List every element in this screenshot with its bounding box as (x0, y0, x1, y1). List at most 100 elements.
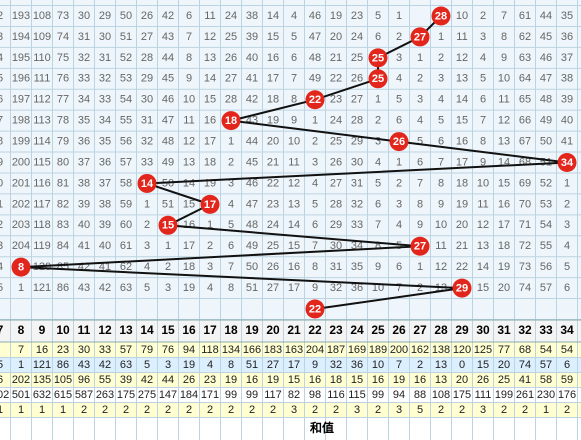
cell: 195 (12, 52, 30, 64)
cell: 26 (351, 73, 363, 85)
cell: 48 (309, 52, 321, 64)
cell: 3 (396, 52, 402, 64)
cell: 26 (141, 10, 153, 22)
stat-value: 501 (12, 389, 30, 401)
cell: 85 (57, 261, 69, 273)
cell: 43 (78, 282, 90, 294)
stat-value: 94 (393, 389, 405, 401)
stats-row-background (0, 342, 581, 358)
cell: 32 (330, 282, 342, 294)
stat-value: 10 (372, 359, 384, 371)
stat-value: 175 (117, 389, 135, 401)
cell: 36 (351, 282, 363, 294)
grid-background (0, 0, 581, 320)
cell: 7 (417, 177, 423, 189)
cell: 8 (228, 282, 234, 294)
column-number: 17 (203, 323, 217, 337)
cell: 23 (267, 198, 279, 210)
cell: 119 (33, 240, 51, 252)
stat-value: 1 (0, 404, 3, 416)
column-number: 27 (413, 323, 427, 337)
cell: 41 (561, 135, 573, 147)
cell: 16 (288, 261, 300, 273)
cell: 17 (498, 219, 510, 231)
cell: 7 (501, 10, 507, 22)
cell: 11 (204, 10, 215, 22)
stat-value: 163 (285, 344, 303, 356)
stat-value: 54 (540, 344, 552, 356)
header-row: 789 10 11 12 13 14 15 16 17 18 19 20 21 22 23 24 25 26 27 2… (0, 323, 574, 337)
stat-value: 41 (519, 374, 531, 386)
stat-value: 25 (498, 374, 510, 386)
cell: 5 (438, 115, 444, 127)
stat-value: 19 (183, 359, 195, 371)
stat-value: 135 (33, 374, 51, 386)
cell: 13 (183, 156, 195, 168)
cell: 31 (330, 261, 342, 273)
cell: 46 (540, 52, 552, 64)
cell: 9 (0, 156, 3, 168)
cell: 51 (246, 282, 258, 294)
cell: 38 (561, 73, 573, 85)
cell: 66 (519, 115, 531, 127)
stat-value: 1 (543, 404, 549, 416)
stat-value: 115 (348, 389, 366, 401)
cell: 44 (246, 135, 258, 147)
ball (11, 257, 31, 277)
cell: 2 (0, 219, 3, 231)
cell: 15 (183, 198, 195, 210)
cell: 8 (375, 240, 381, 252)
ball-number: 22 (309, 94, 321, 106)
cell: 5 (375, 10, 381, 22)
stat-value: 183 (264, 344, 282, 356)
cell: 39 (561, 94, 573, 106)
cell: 3 (396, 198, 402, 210)
stat-value: 2 (249, 404, 255, 416)
cell: 8 (417, 198, 423, 210)
stat-value: 44 (162, 374, 174, 386)
cell: 13 (456, 73, 468, 85)
stat-value: 189 (369, 344, 387, 356)
ball-number: 22 (309, 303, 321, 315)
cell: 13 (288, 198, 300, 210)
ball-number: 26 (393, 136, 405, 148)
cell: 49 (540, 115, 552, 127)
cell: 2 (396, 177, 402, 189)
cell: 1 (18, 282, 24, 294)
stat-value: 58 (540, 374, 552, 386)
stat-value: 99 (246, 389, 258, 401)
cell: 29 (351, 135, 363, 147)
cell: 28 (225, 94, 237, 106)
cell: 17 (267, 73, 279, 85)
cell: 39 (246, 31, 258, 43)
stat-value: 7 (396, 359, 402, 371)
stat-value: 105 (54, 374, 72, 386)
cell: 27 (225, 73, 237, 85)
cell: 14 (288, 219, 300, 231)
cell: 18 (267, 94, 279, 106)
cell: 2 (375, 115, 381, 127)
stat-value: 23 (57, 344, 69, 356)
cell: 8 (291, 94, 297, 106)
cell: 79 (57, 135, 69, 147)
cell: 109 (33, 31, 51, 43)
cell: 45 (162, 73, 174, 85)
cell: 14 (456, 94, 468, 106)
cell: 35 (561, 10, 573, 22)
cell: 46 (162, 94, 174, 106)
cell: 37 (561, 52, 573, 64)
cell: 73 (57, 10, 69, 22)
cell: 14 (267, 10, 279, 22)
cell: 13 (204, 52, 216, 64)
stat-value: 23 (204, 374, 216, 386)
header-background (0, 320, 581, 342)
stat-value: 1 (18, 359, 24, 371)
cell: 4 (312, 177, 318, 189)
stat-value: 5 (417, 404, 423, 416)
stat-value: 68 (519, 344, 531, 356)
cell: 50 (246, 261, 258, 273)
cell: 7 (186, 31, 192, 43)
cell: 7 (396, 282, 402, 294)
cell: 47 (540, 73, 552, 85)
cell: 11 (498, 94, 509, 106)
